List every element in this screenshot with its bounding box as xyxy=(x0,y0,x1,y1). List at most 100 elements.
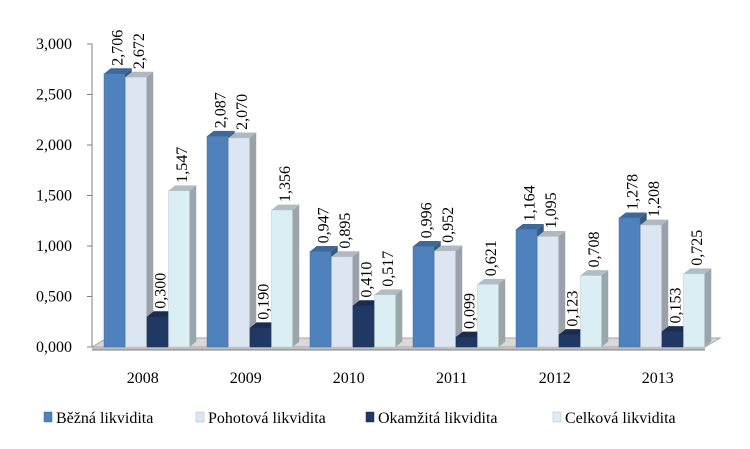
y-tick-label: 2,000 xyxy=(36,137,72,154)
data-label: 1,547 xyxy=(174,147,191,183)
bar-top xyxy=(168,185,197,191)
bar-front xyxy=(228,137,250,348)
bar-front xyxy=(683,273,705,348)
bar-front xyxy=(618,217,641,348)
bar xyxy=(434,245,463,348)
bar-top xyxy=(374,289,403,295)
bar xyxy=(271,204,300,348)
bar-front xyxy=(477,284,499,348)
bar-side xyxy=(558,231,566,347)
bar-side xyxy=(189,185,197,347)
bar-front xyxy=(640,224,662,348)
data-label: 0,708 xyxy=(586,231,603,267)
data-label: 0,190 xyxy=(256,284,273,320)
bar-top xyxy=(456,331,484,338)
bar-side xyxy=(498,278,506,347)
bar-top xyxy=(516,224,544,230)
bar-front xyxy=(249,327,272,348)
legend-item: Běžná likvidita xyxy=(43,410,153,427)
bar-front xyxy=(455,336,478,348)
x-tick-label: 2011 xyxy=(436,370,467,387)
data-label: 2,087 xyxy=(213,92,230,128)
data-label: 0,153 xyxy=(668,288,685,324)
bar xyxy=(640,219,669,348)
legend-swatch xyxy=(552,411,562,423)
data-label: 0,300 xyxy=(153,273,170,309)
x-tick-label: 2009 xyxy=(230,370,262,387)
data-labels-group: 2,706 2,672 0,300 1,547 2,087 2,070 0,190 1,356… xyxy=(110,30,707,329)
bar-side xyxy=(249,132,257,347)
bar-top xyxy=(640,219,669,225)
y-axis: 0,000 0,500 1,000 1,500 2,000 2,500 3,000 xyxy=(36,36,93,356)
data-label: 2,706 xyxy=(110,30,127,66)
bar-top xyxy=(477,278,506,285)
bar-side xyxy=(661,219,669,347)
bar-front xyxy=(374,294,396,348)
bar-top xyxy=(104,68,132,74)
bar xyxy=(537,231,566,348)
bar-front xyxy=(271,209,293,348)
bar-top xyxy=(331,251,360,257)
bar xyxy=(477,278,506,348)
bar xyxy=(374,289,403,348)
data-label: 0,517 xyxy=(380,251,397,287)
legend-label: Pohotová likvidita xyxy=(208,410,326,427)
data-label: 0,895 xyxy=(337,213,354,249)
data-label: 0,621 xyxy=(483,240,500,276)
bar-top xyxy=(125,71,154,78)
bar-side xyxy=(455,245,463,347)
legend: Běžná likvidita Pohotová likvidita Okamžit… xyxy=(43,410,676,427)
bar-top xyxy=(619,212,647,218)
x-tick-label: 2013 xyxy=(642,370,674,387)
y-tick-label: 3,000 xyxy=(36,36,72,53)
bar-front xyxy=(309,251,332,348)
y-tick-label: 1,500 xyxy=(36,188,72,205)
bar-side xyxy=(292,204,300,347)
bar-top xyxy=(434,245,463,251)
bar-side xyxy=(601,270,609,347)
bar-front xyxy=(412,246,435,348)
data-label: 0,123 xyxy=(565,291,582,327)
data-label: 0,996 xyxy=(419,202,436,238)
bar-top xyxy=(662,326,690,332)
legend-swatch xyxy=(43,411,53,423)
bar-front xyxy=(434,250,456,348)
bar-front xyxy=(661,331,684,348)
data-label: 2,672 xyxy=(131,33,148,69)
bar-top xyxy=(537,231,566,237)
legend-label: Běžná likvidita xyxy=(56,410,153,427)
bar-front xyxy=(146,316,169,348)
bar-front xyxy=(331,256,353,348)
bar xyxy=(228,132,257,348)
y-tick-label: 0,500 xyxy=(36,289,72,306)
legend-swatch xyxy=(365,411,375,423)
bar-top xyxy=(683,268,712,274)
bar-front xyxy=(580,275,602,348)
bar-front xyxy=(206,135,229,348)
data-label: 1,095 xyxy=(543,192,560,228)
bar-top xyxy=(250,322,278,328)
bar-top xyxy=(559,329,587,335)
bar xyxy=(683,268,712,348)
bar-top xyxy=(271,204,300,211)
y-tick-label: 2,500 xyxy=(36,87,72,104)
data-label: 1,356 xyxy=(277,166,294,202)
data-label: 1,208 xyxy=(646,181,663,217)
legend-item: Celková likvidita xyxy=(552,410,676,427)
bar-top xyxy=(228,132,257,138)
bar-top xyxy=(147,311,175,317)
bar xyxy=(125,71,154,348)
y-tick-label: 1,000 xyxy=(36,238,72,255)
bar-front xyxy=(352,305,375,348)
bar-front xyxy=(103,73,126,348)
legend-label: Okamžitá likvidita xyxy=(378,410,498,427)
x-tick-label: 2012 xyxy=(539,370,571,387)
legend-swatch xyxy=(195,411,205,423)
bar xyxy=(580,270,609,348)
data-label: 0,725 xyxy=(689,230,706,266)
x-tick-label: 2010 xyxy=(333,370,365,387)
bar-top xyxy=(413,241,441,247)
bar-top xyxy=(580,270,609,276)
data-label: 0,947 xyxy=(316,207,333,243)
